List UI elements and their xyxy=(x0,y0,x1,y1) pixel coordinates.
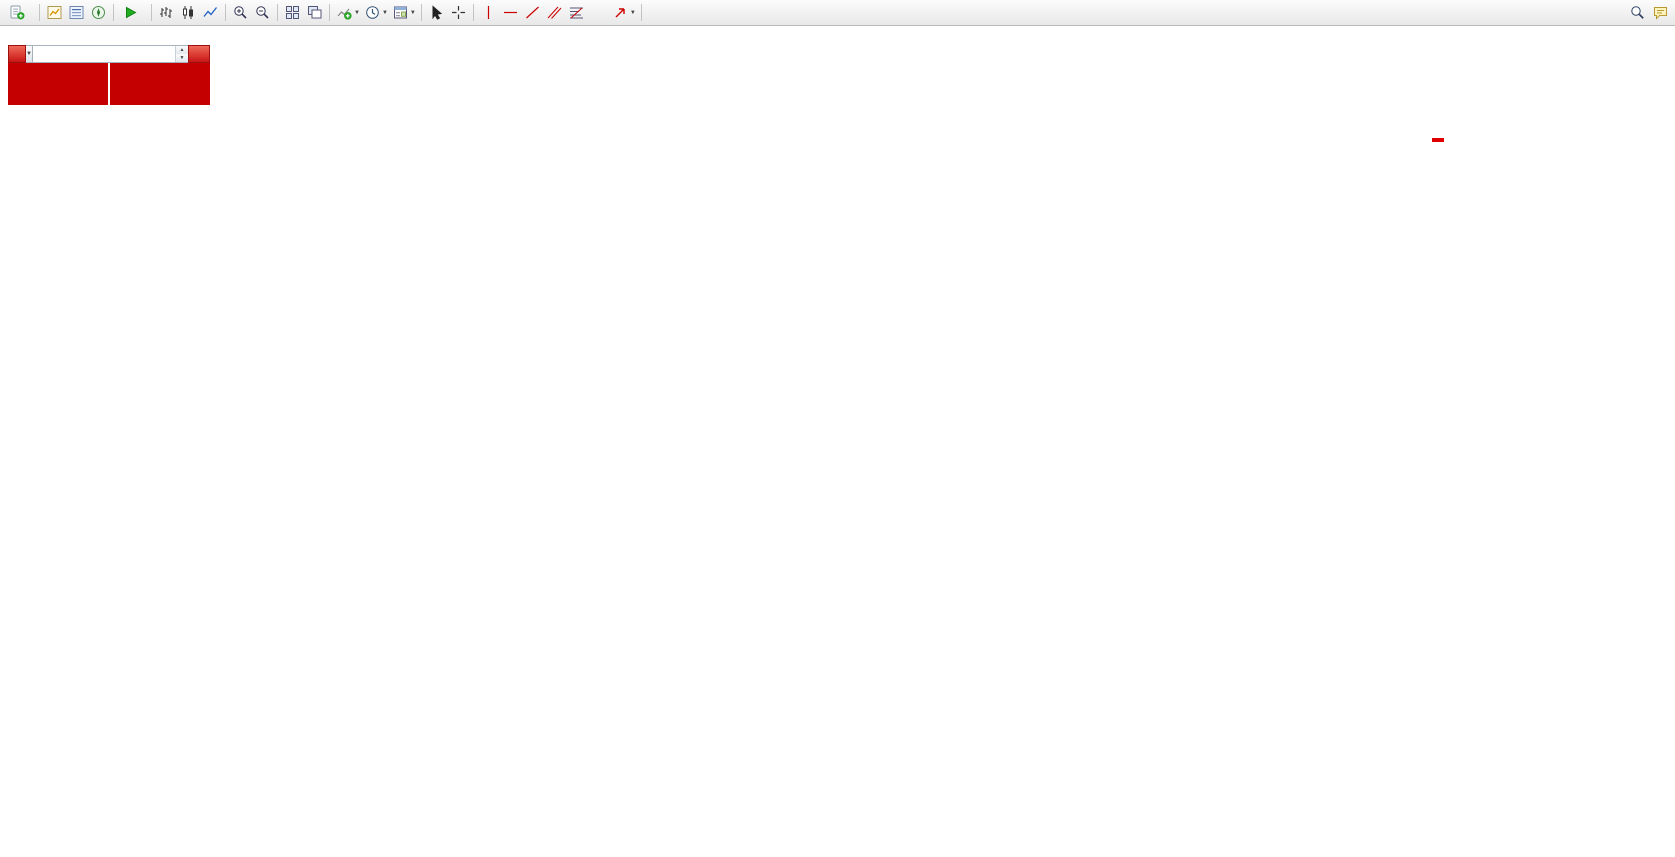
new-order-icon xyxy=(10,5,25,20)
indicators-icon[interactable] xyxy=(334,2,355,23)
buy-price-display[interactable] xyxy=(110,63,210,105)
fibonacci-icon[interactable] xyxy=(566,2,587,23)
equidistant-channel-icon[interactable] xyxy=(544,2,565,23)
market-watch-icon[interactable] xyxy=(44,2,65,23)
tile-windows-icon[interactable] xyxy=(282,2,303,23)
periods-dropdown-caret[interactable]: ▼ xyxy=(381,9,388,16)
search-icon[interactable] xyxy=(1627,2,1648,23)
vertical-line-icon[interactable] xyxy=(478,2,499,23)
autotrading-button[interactable] xyxy=(118,3,147,22)
cascade-windows-icon[interactable] xyxy=(304,2,325,23)
toolbar-separator xyxy=(225,4,226,21)
candlestick-chart-icon[interactable] xyxy=(178,2,199,23)
navigator-icon[interactable] xyxy=(88,2,109,23)
sell-button[interactable] xyxy=(8,45,27,63)
volume-field: ▲ ▼ xyxy=(32,45,188,63)
toolbar-separator xyxy=(329,4,330,21)
chat-icon[interactable] xyxy=(1650,2,1671,23)
crosshair-icon[interactable] xyxy=(448,2,469,23)
toolbar-right-group xyxy=(1627,2,1671,23)
toolbar-separator xyxy=(151,4,152,21)
new-order-button[interactable] xyxy=(4,2,35,23)
volume-down-icon[interactable]: ▼ xyxy=(175,54,188,62)
arrows-dropdown-caret[interactable]: ▼ xyxy=(629,9,636,16)
toolbar-separator xyxy=(472,4,474,21)
templates-icon[interactable] xyxy=(390,2,411,23)
text-tool-icon[interactable] xyxy=(588,2,609,23)
trade-panel-controls: ▼ ▲ ▼ xyxy=(8,45,210,63)
periods-icon[interactable] xyxy=(362,2,383,23)
horizontal-line-icon[interactable] xyxy=(500,2,521,23)
arrows-tool-icon[interactable] xyxy=(610,2,631,23)
data-window-icon[interactable] xyxy=(66,2,87,23)
buy-button[interactable] xyxy=(187,45,210,63)
volume-input[interactable] xyxy=(32,46,175,62)
volume-spinner: ▲ ▼ xyxy=(174,46,188,62)
price-callout-label[interactable] xyxy=(1432,138,1444,142)
toolbar: ▼ ▼ ▼ ▼ xyxy=(0,0,1675,26)
autotrading-icon xyxy=(126,6,137,19)
cursor-icon[interactable] xyxy=(426,2,447,23)
toolbar-separator xyxy=(113,4,114,21)
indicators-dropdown-caret[interactable]: ▼ xyxy=(354,9,360,16)
toolbar-separator xyxy=(39,4,40,21)
toolbar-separator xyxy=(640,4,642,21)
toolbar-separator xyxy=(277,4,278,21)
bar-chart-icon[interactable] xyxy=(156,2,177,23)
sell-price-display[interactable] xyxy=(8,63,108,105)
zoom-in-icon[interactable] xyxy=(230,2,251,23)
trendline-icon[interactable] xyxy=(522,2,543,23)
templates-dropdown-caret[interactable]: ▼ xyxy=(409,9,416,16)
zoom-out-icon[interactable] xyxy=(252,2,273,23)
toolbar-separator xyxy=(420,4,422,21)
volume-dropdown-icon[interactable]: ▼ xyxy=(26,45,33,63)
one-click-trading-panel: ▼ ▲ ▼ xyxy=(8,45,210,105)
line-chart-icon[interactable] xyxy=(200,2,221,23)
trade-panel-prices xyxy=(8,63,210,105)
chart-title xyxy=(9,31,15,42)
volume-up-icon[interactable]: ▲ xyxy=(175,46,188,54)
